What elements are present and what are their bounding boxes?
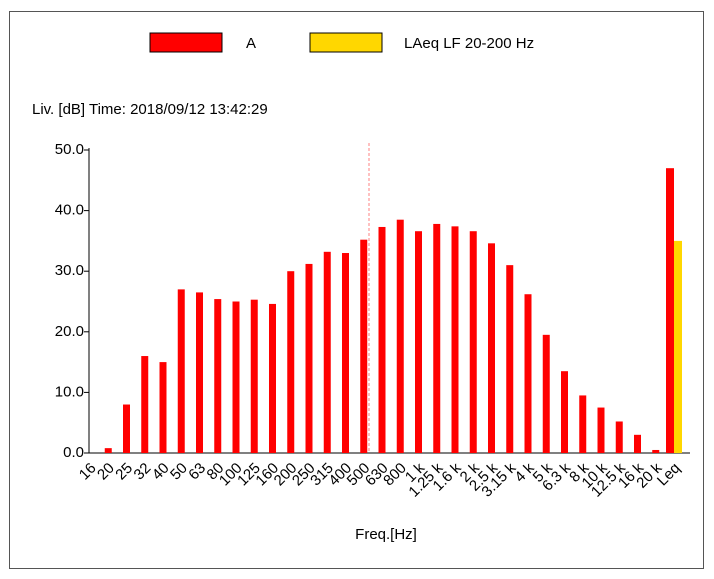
y-tick-label: 0.0 [63,444,84,461]
bar [506,265,514,453]
bar [342,253,349,453]
bar [579,395,587,453]
bar [232,301,240,453]
bar [269,303,276,453]
bar [561,371,568,453]
y-tick-label: 40.0 [55,202,84,219]
bar [159,362,167,453]
bar [378,226,386,453]
bar [323,251,331,453]
bar [177,289,185,453]
bar [123,404,130,453]
bar [524,294,532,453]
y-tick-label: 30.0 [55,262,84,279]
bar [451,226,459,453]
bar [674,240,682,453]
x-axis-title: Freq.[Hz] [355,526,417,543]
legend-swatch [309,32,383,53]
legend-label: A [246,35,256,52]
bar [214,299,222,453]
bar [652,449,660,453]
bar [542,334,550,453]
y-tick-label: 50.0 [55,141,84,158]
bar [469,231,477,453]
bar [634,434,641,453]
bar [104,448,112,453]
bar [433,223,441,453]
bar [488,243,495,453]
y-tick-label: 20.0 [55,323,84,340]
bar [597,407,605,453]
legend-label: LAeq LF 20-200 Hz [404,35,534,52]
frame [9,11,704,569]
y-tick-label: 10.0 [55,383,84,400]
bar [196,292,203,453]
bar [141,356,149,453]
bar [666,168,674,453]
bar [615,421,623,453]
bar [250,299,258,453]
legend-swatch [149,32,223,53]
x-tick-label: Leq [654,460,684,490]
bar [396,219,404,453]
bar [287,271,295,453]
bar [360,239,368,453]
subtitle: Liv. [dB] Time: 2018/09/12 13:42:29 [32,101,268,118]
bar [305,263,313,453]
bar [415,231,422,453]
